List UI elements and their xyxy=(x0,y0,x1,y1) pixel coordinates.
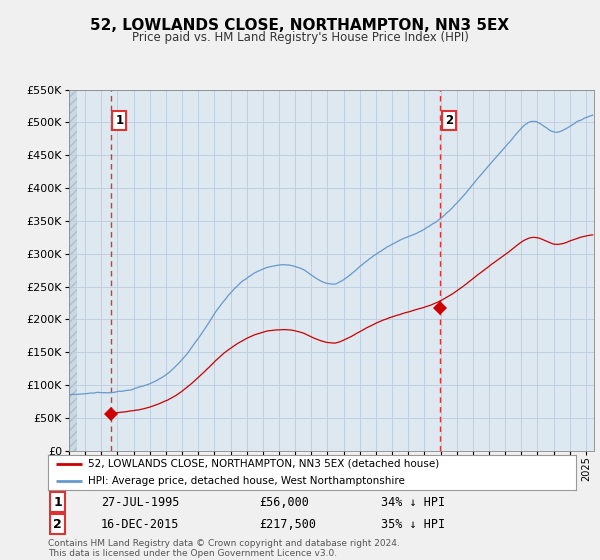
Text: HPI: Average price, detached house, West Northamptonshire: HPI: Average price, detached house, West… xyxy=(88,477,404,486)
Text: £56,000: £56,000 xyxy=(259,496,309,508)
Text: 2: 2 xyxy=(53,517,62,530)
Text: £217,500: £217,500 xyxy=(259,517,316,530)
Text: 1: 1 xyxy=(115,114,124,127)
Text: 34% ↓ HPI: 34% ↓ HPI xyxy=(380,496,445,508)
Text: 52, LOWLANDS CLOSE, NORTHAMPTON, NN3 5EX (detached house): 52, LOWLANDS CLOSE, NORTHAMPTON, NN3 5EX… xyxy=(88,459,439,469)
Text: 52, LOWLANDS CLOSE, NORTHAMPTON, NN3 5EX: 52, LOWLANDS CLOSE, NORTHAMPTON, NN3 5EX xyxy=(91,18,509,33)
Text: 1: 1 xyxy=(53,496,62,508)
Text: 35% ↓ HPI: 35% ↓ HPI xyxy=(380,517,445,530)
Text: 16-DEC-2015: 16-DEC-2015 xyxy=(101,517,179,530)
Text: 27-JUL-1995: 27-JUL-1995 xyxy=(101,496,179,508)
Text: 2: 2 xyxy=(445,114,453,127)
Text: Price paid vs. HM Land Registry's House Price Index (HPI): Price paid vs. HM Land Registry's House … xyxy=(131,31,469,44)
Text: Contains HM Land Registry data © Crown copyright and database right 2024.
This d: Contains HM Land Registry data © Crown c… xyxy=(48,539,400,558)
